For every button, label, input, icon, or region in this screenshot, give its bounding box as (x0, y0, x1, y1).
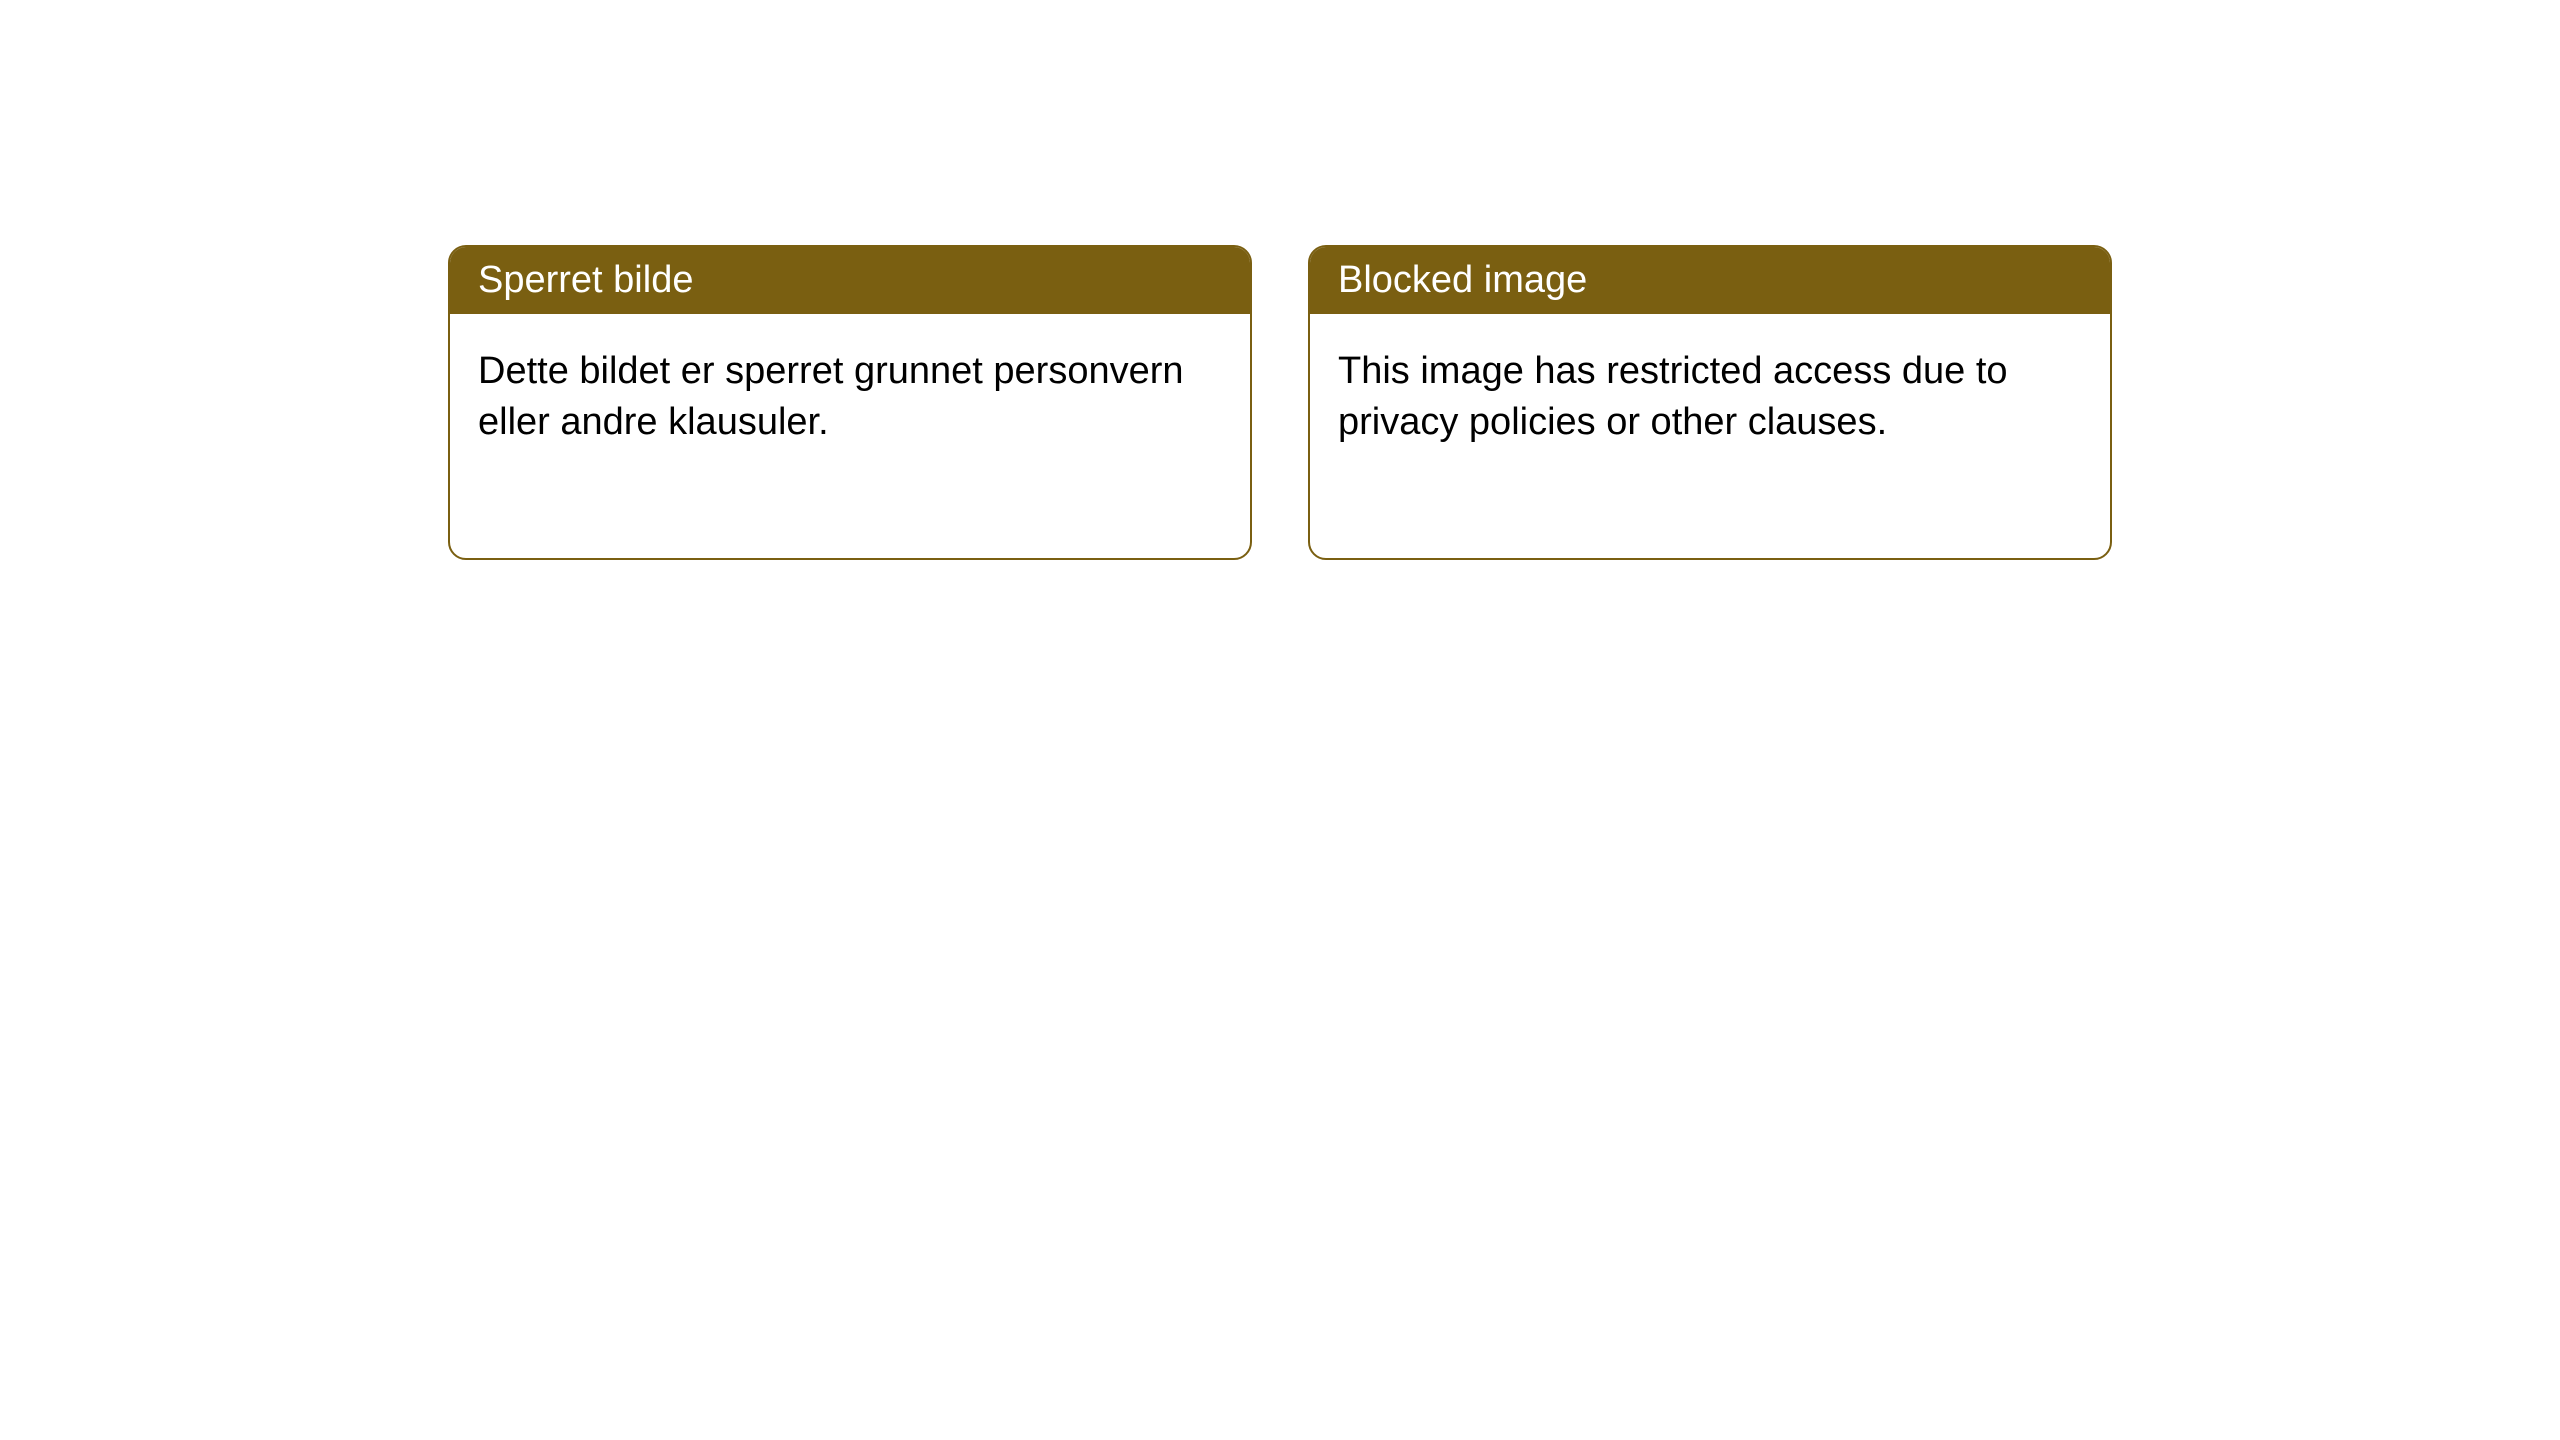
notice-box-english: Blocked image This image has restricted … (1308, 245, 2112, 560)
notice-box-norwegian: Sperret bilde Dette bildet er sperret gr… (448, 245, 1252, 560)
notice-body-text: This image has restricted access due to … (1338, 350, 2008, 443)
notice-title: Sperret bilde (478, 259, 693, 301)
notice-body: This image has restricted access due to … (1310, 314, 2110, 558)
notices-container: Sperret bilde Dette bildet er sperret gr… (448, 245, 2112, 560)
notice-body-text: Dette bildet er sperret grunnet personve… (478, 350, 1184, 443)
notice-body: Dette bildet er sperret grunnet personve… (450, 314, 1250, 558)
notice-header: Blocked image (1310, 247, 2110, 314)
notice-header: Sperret bilde (450, 247, 1250, 314)
notice-title: Blocked image (1338, 259, 1587, 301)
